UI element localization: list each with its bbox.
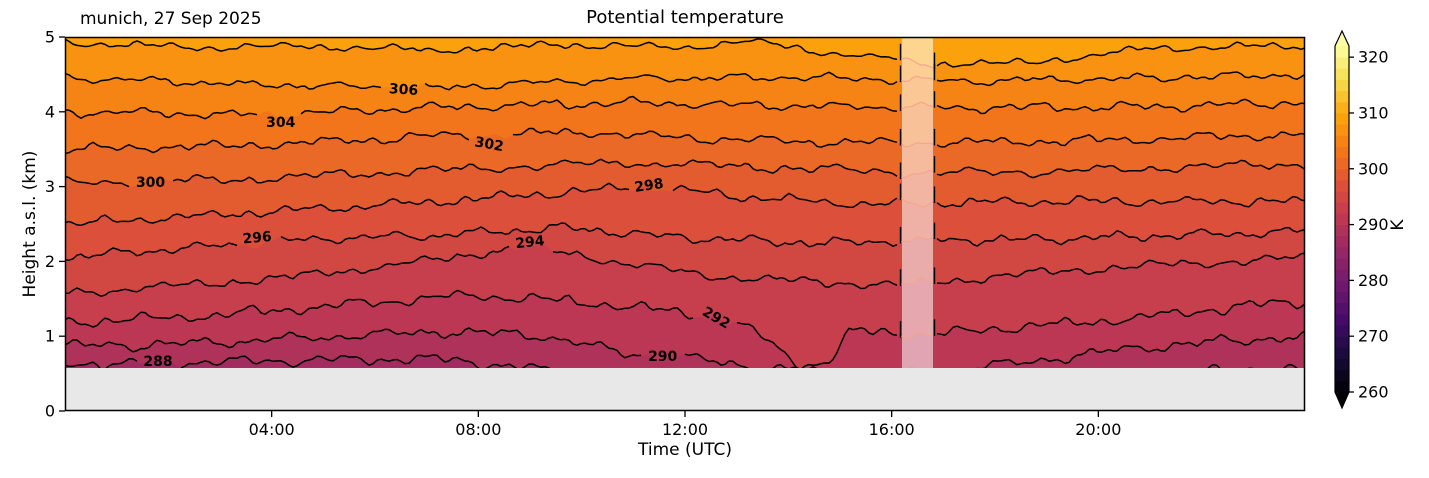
faint-contour-306 (900, 75, 934, 83)
colorbar-segment-318 (1335, 57, 1349, 69)
colorbar-segment-264 (1335, 358, 1349, 371)
colorbar-tick-label-270: 270 (1358, 327, 1389, 346)
contour-line-296 (64, 222, 1306, 261)
colorbar-segment-276 (1335, 291, 1349, 304)
colorbar-segment-298 (1335, 168, 1349, 181)
colorbar: 260 270 280 290 300 310 320 (1334, 29, 1389, 410)
plot-title: Potential temperature (586, 7, 784, 28)
colorbar-segment-292 (1335, 202, 1349, 214)
x-axis-label: Time (UTC) (638, 440, 732, 460)
x-tick-label-08:00: 08:00 (455, 420, 501, 439)
contour-fills (65, 37, 1305, 411)
y-tick-label-0: 0 (45, 402, 55, 421)
colorbar-segment-268 (1335, 336, 1349, 348)
faint-contour-294 (900, 277, 934, 285)
colorbar-tick-label-290: 290 (1358, 215, 1389, 234)
colorbar-segment-314 (1335, 79, 1349, 92)
colorbar-tick-label-260: 260 (1358, 383, 1389, 402)
colorbar-segment-270 (1335, 325, 1349, 337)
faint-contour-300 (901, 169, 934, 179)
colorbar-segment-280 (1335, 269, 1349, 281)
y-axis-label: Height a.s.l. (km) (20, 150, 40, 298)
plot-frame (64, 36, 1306, 412)
contour-label-288: 288 (143, 354, 172, 370)
x-tick-label-12:00: 12:00 (662, 420, 708, 439)
colorbar-unit-label: K (1388, 219, 1408, 231)
colorbar-segment-286 (1335, 235, 1349, 248)
x-tick-label-04:00: 04:00 (249, 420, 295, 439)
faint-contour-308 (900, 57, 934, 69)
faint-contour-292 (900, 331, 934, 340)
colorbar-segment-300 (1335, 157, 1349, 170)
y-tick-label-1: 1 (45, 327, 55, 346)
faint-contour-302 (900, 142, 934, 148)
axis-ticks: 04:00 08:00 12:00 16:00 20:00 0 1 2 3 4 5 (45, 28, 1122, 440)
faint-contour-296 (900, 236, 934, 243)
y-tick-label-4: 4 (45, 102, 55, 121)
contour-label-294: 294 (515, 233, 546, 252)
colorbar-segment-260 (1335, 380, 1349, 393)
x-tick-label-16:00: 16:00 (869, 420, 915, 439)
colorbar-segment-284 (1335, 246, 1349, 259)
contour-label-296: 296 (242, 229, 273, 247)
y-tick-label-3: 3 (45, 177, 55, 196)
contour-label-290: 290 (648, 349, 677, 365)
contour-label-304: 304 (266, 115, 295, 131)
colorbar-segment-310 (1335, 101, 1349, 114)
colorbar-segment-262 (1335, 369, 1349, 382)
surface-no-data-region (65, 367, 1305, 411)
colorbar-segment-312 (1335, 90, 1349, 103)
contour-label-300: 300 (136, 175, 165, 191)
colorbar-tick-label-300: 300 (1358, 159, 1389, 178)
colorbar-extend-max (1335, 31, 1349, 46)
faint-contour-298 (900, 198, 934, 208)
colorbar-tick-label-280: 280 (1358, 271, 1389, 290)
colorbar-segment-320 (1335, 46, 1349, 58)
contour-label-306: 306 (388, 81, 418, 99)
colorbar-segment-316 (1335, 68, 1349, 80)
contour-line-298 (64, 182, 1306, 227)
colorbar-tick-label-320: 320 (1358, 48, 1389, 67)
contour-line-294 (64, 245, 1306, 297)
colorbar-segment-274 (1335, 302, 1349, 315)
y-tick-label-5: 5 (45, 28, 55, 47)
colorbar-segment-302 (1335, 146, 1349, 159)
contour-line-304 (64, 95, 1306, 120)
colorbar-segment-290 (1335, 213, 1349, 225)
contour-band-above-308 (65, 37, 1305, 68)
y-tick-label-2: 2 (45, 252, 55, 271)
colorbar-segment-296 (1335, 179, 1349, 192)
faint-contour-304 (900, 101, 934, 110)
contour-label-298: 298 (633, 176, 664, 196)
missing-band-contours (899, 43, 936, 340)
colorbar-segment-272 (1335, 313, 1349, 326)
contour-line-306 (64, 71, 1306, 91)
colorbar-segment-266 (1335, 347, 1349, 359)
colorbar-segment-294 (1335, 191, 1349, 203)
colorbar-segment-278 (1335, 280, 1349, 292)
contour-line-302 (64, 127, 1306, 155)
colorbar-segment-306 (1335, 124, 1349, 136)
contour-line-292 (64, 289, 1306, 370)
colorbar-outline (1334, 29, 1350, 410)
x-tick-label-20:00: 20:00 (1075, 420, 1121, 439)
station-date-annotation: munich, 27 Sep 2025 (80, 9, 262, 29)
colorbar-extend-min (1335, 392, 1349, 408)
colorbar-segment-304 (1335, 135, 1349, 147)
contour-line-308 (64, 38, 1306, 68)
contour-line-300 (64, 158, 1306, 188)
colorbar-segment-282 (1335, 258, 1349, 270)
colorbar-tick-label-310: 310 (1358, 103, 1389, 122)
colorbar-segment-288 (1335, 224, 1349, 237)
colorbar-segment-308 (1335, 112, 1349, 125)
contour-label-302: 302 (473, 134, 505, 155)
